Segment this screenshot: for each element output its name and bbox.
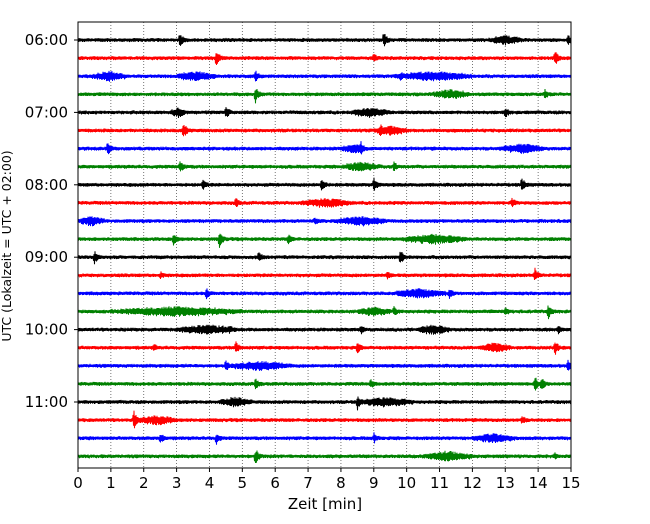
seismic-trace xyxy=(77,410,572,429)
seismic-trace xyxy=(77,267,572,280)
seismic-trace xyxy=(77,377,572,391)
seismic-trace xyxy=(77,432,572,445)
x-tick-label: 7 xyxy=(303,474,313,492)
seismic-trace xyxy=(77,197,572,208)
seismic-trace xyxy=(77,233,572,248)
x-tick-label: 13 xyxy=(496,474,515,492)
y-tick-label: 11:00 xyxy=(25,393,68,411)
seismic-trace xyxy=(77,305,572,320)
x-tick-label: 15 xyxy=(561,474,580,492)
seismic-trace xyxy=(77,107,572,118)
x-tick-label: 5 xyxy=(238,474,248,492)
trace-layer xyxy=(77,33,572,463)
seismic-trace xyxy=(77,396,572,411)
seismic-trace xyxy=(77,324,572,335)
y-tick-label: 09:00 xyxy=(25,248,68,266)
y-axis-ticks: 06:00 07:00 08:00 09:00 10:00 11:00 xyxy=(25,31,78,411)
grid-layer xyxy=(110,22,539,468)
y-tick-label: 10:00 xyxy=(25,321,68,339)
seismic-trace xyxy=(77,141,572,155)
seismic-trace xyxy=(77,70,572,82)
x-tick-label: 3 xyxy=(172,474,182,492)
seismic-trace xyxy=(77,161,572,172)
x-tick-label: 8 xyxy=(336,474,346,492)
seismic-trace xyxy=(77,89,572,104)
x-tick-label: 1 xyxy=(106,474,116,492)
seismic-trace xyxy=(77,216,572,227)
seismic-trace xyxy=(77,124,572,137)
y-tick-label: 07:00 xyxy=(25,103,68,121)
seismic-trace xyxy=(77,177,572,191)
plot-frame xyxy=(77,21,572,469)
seismic-trace xyxy=(77,359,572,371)
y-axis-label: UTC (Lokalzeit = UTC + 02:00) xyxy=(0,150,14,341)
x-tick-label: 4 xyxy=(205,474,215,492)
seismic-trace xyxy=(77,288,572,300)
x-tick-label: 9 xyxy=(369,474,379,492)
seismic-trace xyxy=(77,52,572,66)
x-tick-label: 11 xyxy=(430,474,449,492)
seismic-trace xyxy=(77,251,572,265)
x-axis-label: Zeit [min] xyxy=(288,495,362,513)
seismic-trace xyxy=(77,450,572,463)
x-tick-label: 10 xyxy=(397,474,416,492)
x-tick-label: 6 xyxy=(270,474,280,492)
x-tick-label: 0 xyxy=(73,474,83,492)
seismic-trace xyxy=(77,341,572,355)
x-tick-label: 14 xyxy=(529,474,548,492)
x-tick-label: 12 xyxy=(463,474,482,492)
y-tick-label: 06:00 xyxy=(25,31,68,49)
y-tick-label: 08:00 xyxy=(25,176,68,194)
x-axis-ticks: 0 1 2 3 4 5 6 7 8 9 10 11 12 13 14 15 xyxy=(73,468,581,492)
seismic-trace xyxy=(77,33,572,47)
x-tick-label: 2 xyxy=(139,474,149,492)
